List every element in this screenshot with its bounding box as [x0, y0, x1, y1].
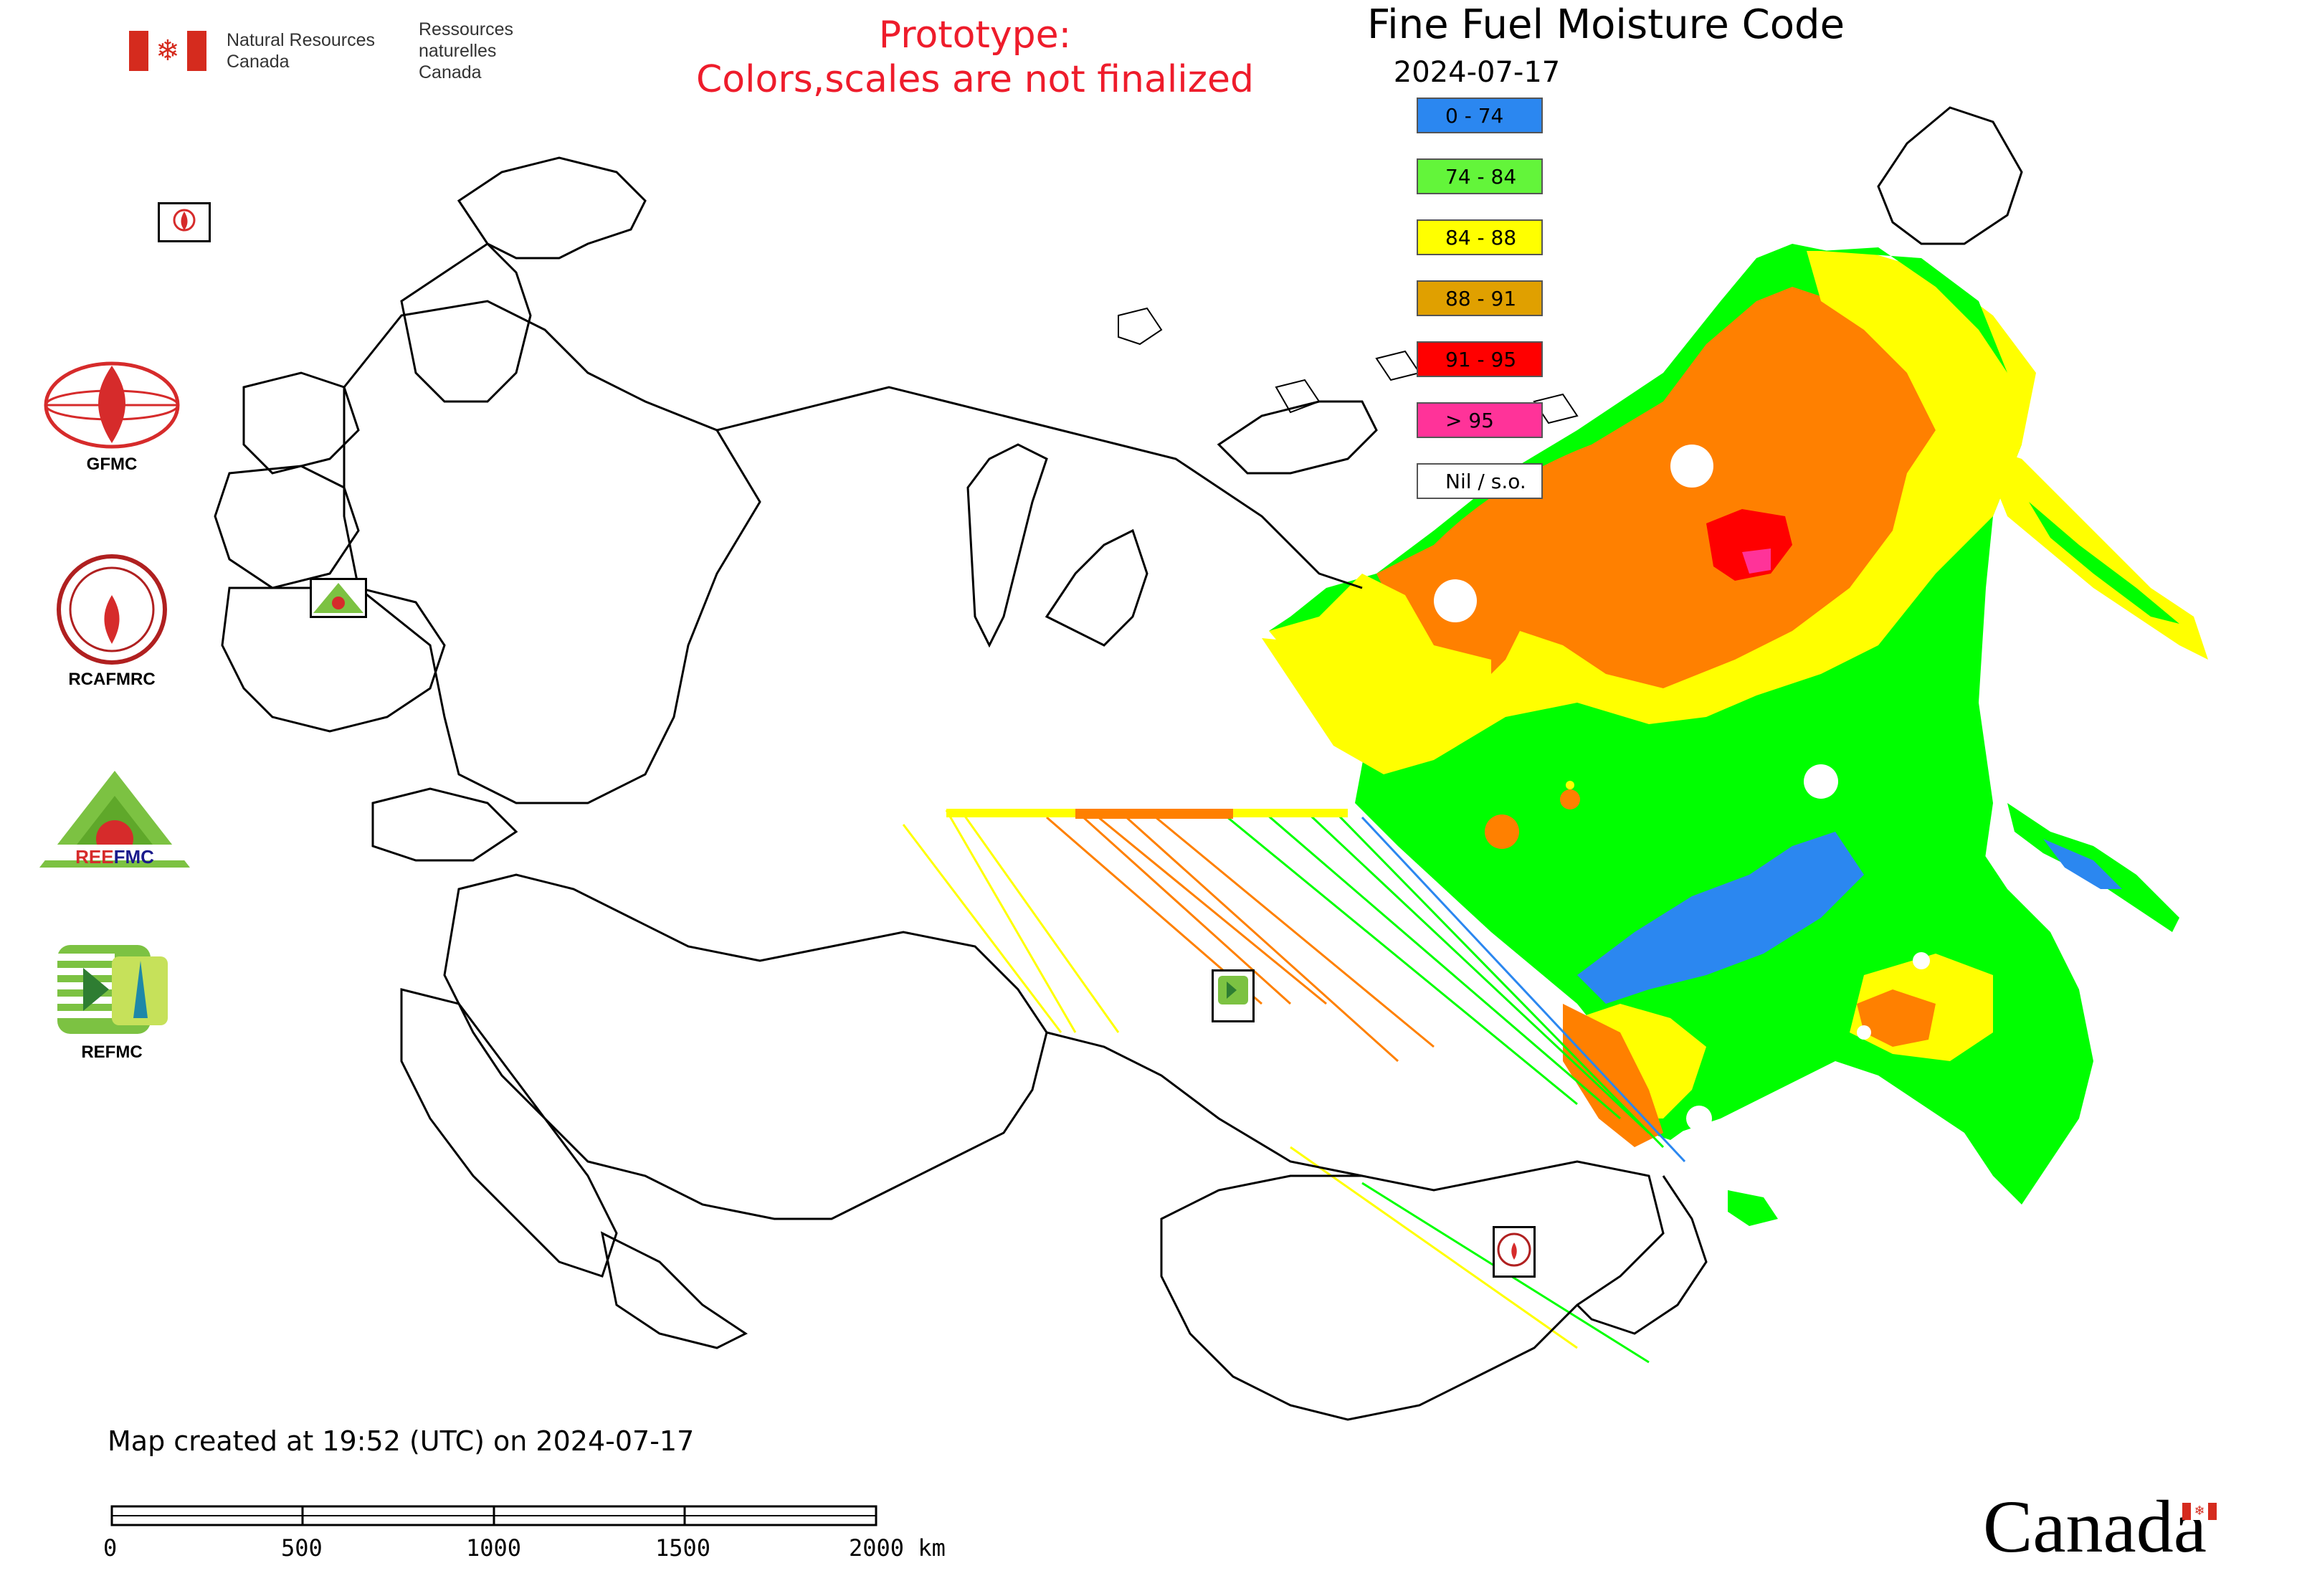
- nil-circle: [1670, 445, 1713, 488]
- ffmc-region-yellow-w: [1269, 574, 1491, 731]
- border-coast-arctic: [716, 386, 1363, 589]
- reefmc-emblem-icon: [36, 771, 194, 868]
- ffmc-region-sakhalin-blue: [2043, 839, 2122, 889]
- legend-item: 91 - 95: [1417, 341, 1543, 377]
- refmc-label: REFMC: [81, 1042, 143, 1062]
- border-kazakhstan: [443, 873, 1048, 1220]
- border-russia-west: [343, 300, 761, 804]
- legend-label: 91 - 95: [1445, 347, 1517, 371]
- scale-bar: [110, 1505, 877, 1526]
- rcafmrc-logo: RCAFMRC: [40, 552, 184, 690]
- prototype-line2: Colors,scales are not finalized: [695, 58, 1255, 101]
- legend-item: Nil / s.o.: [1417, 463, 1543, 499]
- scale-tick: 1500: [655, 1534, 711, 1562]
- gc-en-line1: Natural Resources: [227, 30, 376, 50]
- gc-signature: ❄ Natural Resources Canada Ressources na…: [129, 19, 591, 82]
- border-china-north: [1576, 1175, 1708, 1335]
- legend-item: 0 - 74: [1417, 98, 1543, 133]
- border-novaya-zemlya: [966, 443, 1048, 648]
- border-caucasus: [371, 787, 518, 862]
- ffmc-region-blue: [1577, 832, 1864, 1004]
- legend-item: > 95: [1417, 402, 1543, 438]
- island: [1533, 393, 1579, 424]
- rcafmrc-map-marker: [1493, 1226, 1536, 1278]
- border-yamal: [1045, 528, 1148, 647]
- border-taymyr: [1217, 400, 1378, 475]
- ffmc-region-kamchatka: [1979, 445, 2208, 660]
- island: [1275, 379, 1321, 414]
- scale-tick: 500: [281, 1534, 323, 1562]
- map-title: Fine Fuel Moisture Code: [1366, 1, 1845, 48]
- border-chukotka: [1877, 106, 2023, 245]
- legend-label: 74 - 84: [1445, 164, 1517, 189]
- rcafmrc-label: RCAFMRC: [68, 670, 156, 689]
- spot-yellow: [1566, 781, 1574, 789]
- legend: 0 - 74 74 - 84 84 - 88 88 - 91 91 - 95 >…: [1417, 98, 1543, 499]
- ffmc-streaks: [902, 809, 1686, 1364]
- ffmc-region-orange-se: [1857, 989, 1936, 1047]
- reefmc-label: REEFMC: [75, 846, 154, 868]
- legend-item: 84 - 88: [1417, 219, 1543, 255]
- nil-circle: [1434, 579, 1477, 622]
- prototype-line1: Prototype:: [878, 14, 1072, 57]
- ffmc-band-top-orange: [1075, 809, 1233, 819]
- legend-label: 0 - 74: [1445, 103, 1504, 128]
- nil-circle: [1913, 952, 1930, 969]
- legend-label: 88 - 91: [1445, 286, 1517, 310]
- ffmc-region-island: [1728, 1190, 1778, 1226]
- gc-signature-en: Natural Resources Canada: [227, 29, 399, 72]
- canada-wordmark: Canada: [1983, 1486, 2207, 1568]
- gfmc-logo: GFMC: [40, 358, 184, 475]
- legend-item: 88 - 91: [1417, 280, 1543, 316]
- legend-label: 84 - 88: [1445, 225, 1517, 250]
- rcafmrc-emblem-icon: [57, 554, 167, 665]
- border-turkmenistan: [600, 1231, 748, 1349]
- border-uzbekistan: [400, 988, 618, 1278]
- scale-tick: 0: [103, 1534, 118, 1562]
- gfmc-label: GFMC: [86, 455, 138, 474]
- island: [1375, 350, 1421, 381]
- border-belarus: [214, 465, 360, 589]
- nil-circle: [1804, 764, 1838, 799]
- border-baltics: [242, 371, 360, 475]
- ffmc-data-layer: [902, 244, 2208, 1364]
- canada-flag-icon: ❄: [129, 31, 206, 71]
- prototype-notice: Prototype: Colors,scales are not finaliz…: [631, 13, 1319, 102]
- gc-fr-line1: Ressources naturelles: [419, 19, 513, 61]
- scale-tick: 2000 km: [849, 1534, 946, 1562]
- reefmc-map-marker: [310, 578, 367, 618]
- island: [1118, 307, 1163, 346]
- refmc-logo: REFMC: [40, 939, 184, 1063]
- gc-signature-fr: Ressources naturelles Canada: [419, 19, 591, 83]
- gc-fr-line2: Canada: [419, 62, 482, 82]
- nil-circle: [1686, 1106, 1712, 1131]
- refmc-emblem-icon: [57, 945, 168, 1034]
- border-scandinavia: [457, 156, 647, 260]
- ffmc-region-green-ne: [1821, 247, 2007, 373]
- border-mongolia: [1160, 1160, 1665, 1421]
- ffmc-region-pink: [1742, 548, 1771, 574]
- map-date: 2024-07-17: [1393, 56, 1561, 89]
- border-finland: [400, 242, 532, 403]
- refmc-map-marker: [1212, 969, 1255, 1022]
- map-created-note: Map created at 19:52 (UTC) on 2024-07-17: [108, 1425, 695, 1457]
- wordmark-flag-icon: ❄: [2182, 1503, 2217, 1520]
- gc-en-line2: Canada: [227, 52, 290, 72]
- border-russia-south: [1046, 1031, 1363, 1177]
- country-borders: [214, 106, 2023, 1421]
- reefmc-logo: REEFMC: [36, 767, 194, 878]
- ffmc-region-orange: [1434, 287, 1936, 688]
- gfmc-emblem-icon: [44, 361, 180, 449]
- legend-label: Nil / s.o.: [1445, 469, 1526, 493]
- legend-item: 74 - 84: [1417, 158, 1543, 194]
- gfmc-map-marker: [158, 202, 211, 242]
- ffmc-region-kamchatka-green: [2029, 502, 2179, 624]
- spot-orange: [1485, 814, 1519, 849]
- spot-orange: [1560, 789, 1580, 809]
- nil-circle: [1857, 1025, 1871, 1040]
- scale-tick: 1000: [466, 1534, 522, 1562]
- legend-label: > 95: [1445, 408, 1494, 432]
